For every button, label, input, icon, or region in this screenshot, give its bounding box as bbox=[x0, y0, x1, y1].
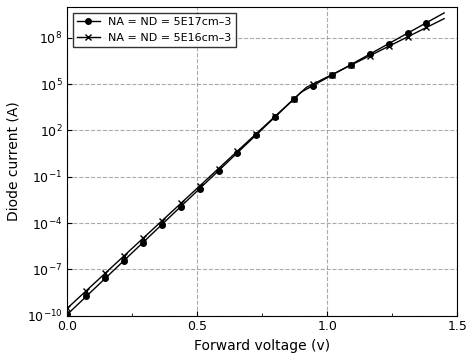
NA = ND = 5E16cm–3 bbox=[216, 166, 221, 171]
NA = ND = 5E16cm–3 bbox=[159, 219, 164, 223]
Y-axis label: Diode current (A): Diode current (A) bbox=[7, 102, 21, 221]
NA = ND = 5E17cm–3 bbox=[102, 276, 108, 281]
NA = ND = 5E17cm–3 bbox=[310, 84, 316, 88]
X-axis label: Forward voltage (v): Forward voltage (v) bbox=[194, 339, 330, 353]
NA = ND = 5E17cm–3 bbox=[159, 222, 164, 227]
NA = ND = 5E16cm–3 bbox=[235, 149, 240, 153]
NA = ND = 5E17cm–3 bbox=[367, 52, 373, 56]
NA = ND = 5E17cm–3 bbox=[64, 312, 70, 316]
NA = ND = 5E16cm–3 bbox=[424, 25, 429, 30]
NA = ND = 5E17cm–3 bbox=[235, 150, 240, 155]
NA = ND = 5E17cm–3 bbox=[292, 97, 297, 101]
NA = ND = 5E16cm–3 bbox=[386, 44, 392, 49]
Line: NA = ND = 5E16cm–3: NA = ND = 5E16cm–3 bbox=[64, 24, 430, 312]
NA = ND = 5E17cm–3 bbox=[83, 294, 89, 298]
NA = ND = 5E16cm–3 bbox=[121, 254, 127, 258]
NA = ND = 5E16cm–3 bbox=[310, 82, 316, 86]
NA = ND = 5E17cm–3 bbox=[197, 186, 202, 191]
NA = ND = 5E17cm–3 bbox=[405, 31, 410, 35]
NA = ND = 5E16cm–3 bbox=[367, 54, 373, 58]
NA = ND = 5E17cm–3 bbox=[216, 168, 221, 173]
NA = ND = 5E16cm–3 bbox=[405, 35, 410, 39]
NA = ND = 5E16cm–3 bbox=[102, 271, 108, 275]
NA = ND = 5E17cm–3 bbox=[140, 240, 146, 245]
NA = ND = 5E17cm–3 bbox=[121, 258, 127, 263]
NA = ND = 5E17cm–3 bbox=[254, 132, 259, 137]
NA = ND = 5E16cm–3 bbox=[348, 63, 354, 67]
NA = ND = 5E16cm–3 bbox=[83, 289, 89, 293]
NA = ND = 5E17cm–3 bbox=[424, 21, 429, 25]
Legend: NA = ND = 5E17cm–3, NA = ND = 5E16cm–3: NA = ND = 5E17cm–3, NA = ND = 5E16cm–3 bbox=[73, 13, 236, 47]
Line: NA = ND = 5E17cm–3: NA = ND = 5E17cm–3 bbox=[64, 20, 429, 317]
NA = ND = 5E17cm–3 bbox=[386, 41, 392, 46]
NA = ND = 5E17cm–3 bbox=[273, 114, 278, 119]
NA = ND = 5E16cm–3 bbox=[329, 72, 335, 77]
NA = ND = 5E16cm–3 bbox=[197, 184, 202, 188]
NA = ND = 5E16cm–3 bbox=[273, 114, 278, 118]
NA = ND = 5E16cm–3 bbox=[140, 236, 146, 240]
NA = ND = 5E17cm–3 bbox=[178, 204, 183, 209]
NA = ND = 5E16cm–3 bbox=[64, 306, 70, 310]
NA = ND = 5E17cm–3 bbox=[329, 73, 335, 77]
NA = ND = 5E16cm–3 bbox=[254, 131, 259, 136]
NA = ND = 5E16cm–3 bbox=[178, 201, 183, 206]
NA = ND = 5E16cm–3 bbox=[292, 96, 297, 101]
NA = ND = 5E17cm–3 bbox=[348, 62, 354, 67]
